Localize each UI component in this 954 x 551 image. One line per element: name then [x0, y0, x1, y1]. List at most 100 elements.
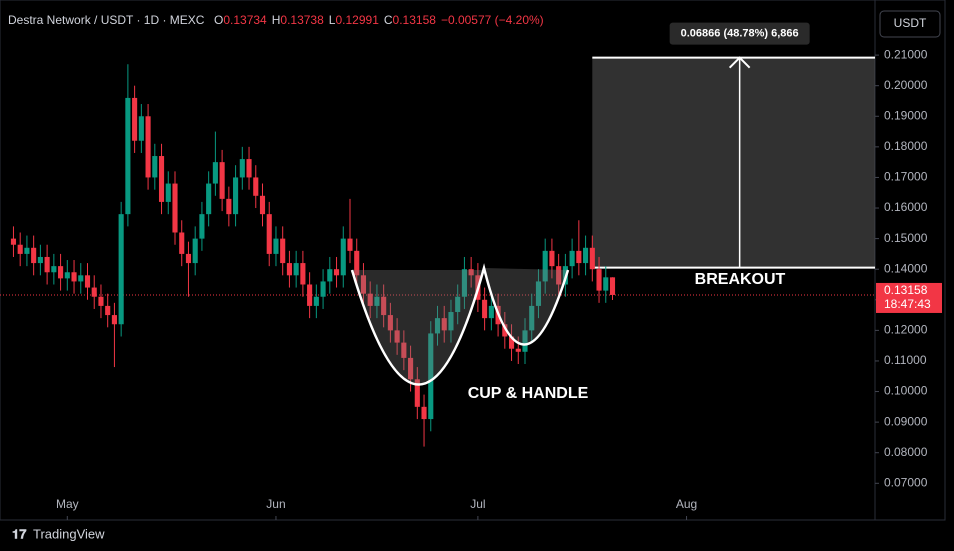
symbol: Destra Network / USDT · 1D · MEXC: [8, 13, 205, 27]
brand-logo: 𝟏𝟕: [12, 526, 27, 541]
candle-body: [24, 247, 30, 254]
candle-body: [118, 214, 124, 325]
candle-body: [502, 324, 508, 337]
candle-body: [58, 266, 64, 279]
measure-label-bg: [669, 22, 810, 45]
y-tick-label: 0.20000: [884, 78, 928, 92]
y-tick-label: 0.14000: [884, 261, 928, 275]
ohlc-value: 0.13158: [393, 13, 437, 27]
candle-body: [596, 269, 602, 291]
candle-body: [394, 330, 400, 343]
candle-body: [535, 281, 542, 306]
y-tick-label: 0.08000: [884, 445, 928, 459]
candle-body: [488, 305, 494, 319]
candle-body: [347, 238, 353, 251]
y-tick-label: 0.19000: [884, 108, 928, 122]
y-tick-label: 0.16000: [884, 200, 928, 214]
candle-body: [226, 198, 232, 215]
x-tick-label: Jul: [470, 497, 485, 511]
measure-box: [592, 57, 875, 268]
candle-body: [482, 299, 488, 319]
last-price-label: 0.13158: [884, 283, 928, 297]
candle-body: [515, 348, 521, 352]
candle-body: [522, 330, 528, 352]
candle-body: [408, 357, 414, 380]
breakout-label: BREAKOUT: [695, 271, 786, 288]
candle-body: [179, 232, 185, 254]
candle-body: [185, 253, 192, 264]
candle-body: [327, 269, 333, 282]
candle-body: [340, 238, 346, 276]
candle-body: [105, 305, 111, 316]
x-tick-label: Jun: [266, 497, 285, 511]
candle-body: [253, 177, 259, 196]
ohlc-key: C: [384, 13, 393, 27]
candle-body: [374, 296, 380, 306]
candle-body: [603, 277, 609, 291]
brand: TradingView: [33, 526, 105, 541]
candle-body: [300, 263, 306, 285]
candle-body: [125, 97, 131, 215]
candle-body: [333, 269, 340, 276]
candle-body: [434, 318, 441, 334]
candle-body: [461, 269, 467, 297]
candle-body: [71, 272, 77, 282]
candle-body: [17, 244, 23, 254]
last-price-tag: [876, 282, 942, 313]
y-tick-label: 0.09000: [884, 414, 928, 428]
candle-body: [44, 256, 50, 273]
candle-body: [138, 116, 144, 141]
candle-body: [111, 315, 117, 325]
candle-body: [91, 287, 97, 297]
ohlc-key: H: [272, 13, 281, 27]
ohlc-value: 0.13734: [223, 13, 267, 27]
candle-body: [98, 296, 104, 306]
candle-body: [360, 275, 367, 294]
candle-body: [529, 305, 535, 331]
y-tick-label: 0.12000: [884, 323, 928, 337]
y-tick-label: 0.07000: [884, 475, 928, 489]
y-tick-label: 0.10000: [884, 384, 928, 398]
candle-body: [239, 159, 245, 178]
candle-body: [206, 183, 212, 215]
currency-button-label[interactable]: USDT: [894, 16, 927, 30]
y-tick-label: 0.18000: [884, 139, 928, 153]
candle-body: [145, 116, 151, 178]
x-tick-label: May: [56, 497, 79, 511]
candle-body: [192, 238, 198, 264]
candle-body: [132, 97, 138, 141]
candle-body: [233, 177, 239, 215]
candle-body: [387, 315, 393, 331]
candle-body: [219, 162, 225, 199]
candle-body: [246, 159, 252, 178]
candle-body: [414, 379, 420, 407]
candle-body: [609, 277, 616, 295]
candle-body: [381, 296, 387, 316]
candle-body: [468, 269, 474, 276]
y-tick-label: 0.15000: [884, 231, 928, 245]
candle-body: [508, 336, 515, 349]
candle-body: [31, 247, 37, 264]
candle-body: [320, 281, 326, 297]
plot-area: 0.06866 (48.78%) 6,866: [0, 22, 875, 447]
candle-body: [172, 183, 178, 233]
change: −0.00577 (−4.20%): [441, 13, 544, 27]
candle-body: [212, 162, 218, 184]
ohlc-value: 0.12991: [335, 13, 379, 27]
candle-body: [589, 247, 595, 270]
candle-body: [556, 266, 562, 285]
candle-body: [259, 195, 266, 215]
currency-button[interactable]: [879, 10, 941, 38]
candle-body: [64, 272, 70, 279]
candle-body: [78, 275, 84, 282]
candle-body: [569, 250, 575, 267]
candle-body: [549, 250, 555, 267]
candle-body: [280, 238, 286, 264]
candle-body: [286, 263, 292, 276]
candle-body: [51, 266, 57, 273]
measure-arrowhead: [728, 56, 751, 69]
countdown: 18:47:43: [884, 297, 931, 311]
candle-body: [448, 312, 454, 331]
